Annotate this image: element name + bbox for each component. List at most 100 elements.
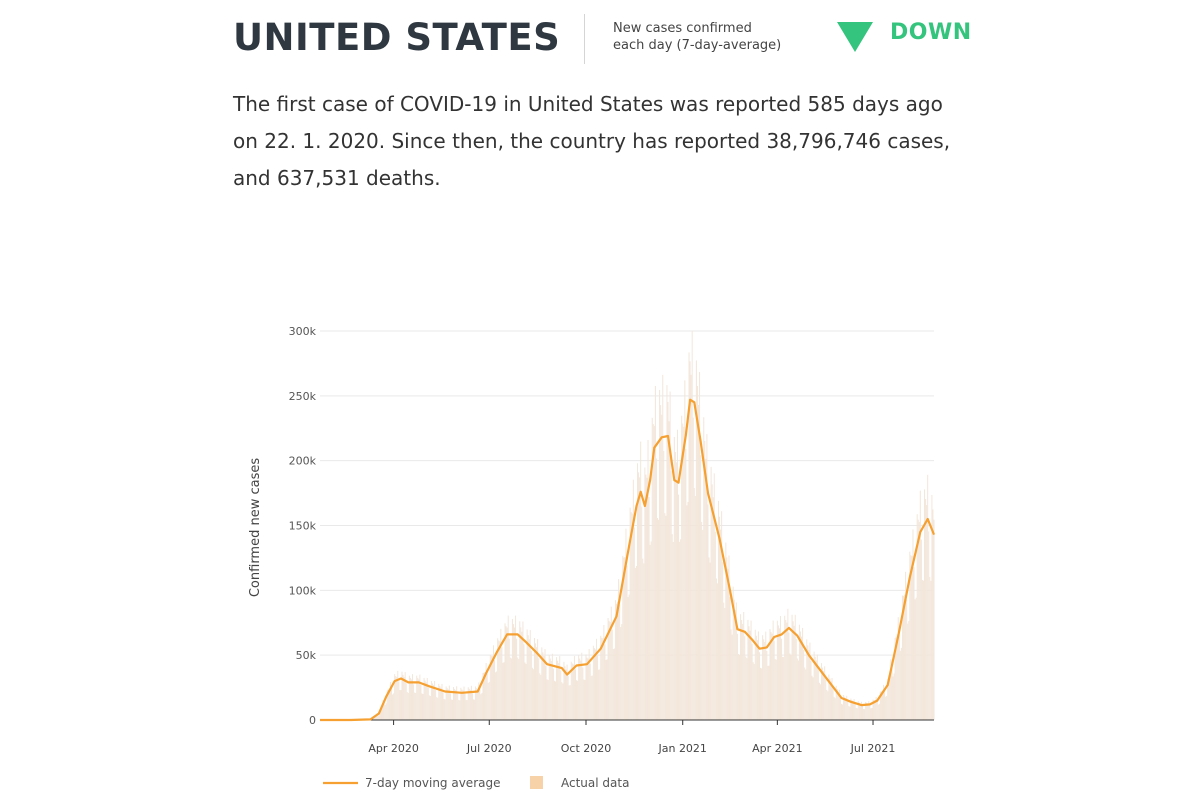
actual-data-bar — [826, 689, 828, 720]
actual-data-bar — [732, 586, 734, 720]
actual-data-bar — [731, 634, 733, 720]
actual-data-bar — [910, 555, 912, 720]
actual-data-bar — [668, 421, 670, 720]
actual-data-bar — [663, 451, 665, 720]
actual-data-bar — [385, 703, 387, 720]
actual-data-bar — [381, 705, 383, 720]
actual-data-bar — [486, 673, 488, 720]
actual-data-bar — [783, 657, 785, 720]
actual-data-bar — [772, 620, 774, 720]
actual-data-bar — [893, 673, 895, 720]
actual-data-bar — [596, 638, 598, 720]
actual-data-bar — [599, 669, 601, 720]
actual-data-bar — [539, 673, 541, 720]
actual-data-bar — [628, 594, 630, 720]
actual-data-bar — [796, 658, 798, 720]
actual-data-bar — [912, 529, 914, 720]
actual-data-bar — [528, 639, 530, 720]
actual-data-bar — [448, 685, 450, 720]
actual-data-bar — [768, 665, 770, 720]
actual-data-bar — [579, 658, 581, 720]
actual-data-bar — [791, 614, 793, 720]
actual-data-bar — [777, 625, 779, 720]
actual-data-bar — [572, 664, 574, 720]
actual-data-bar — [706, 434, 708, 720]
actual-data-bar — [577, 680, 579, 720]
actual-data-bar — [556, 657, 558, 720]
actual-data-bar — [446, 688, 448, 720]
actual-data-bar — [685, 449, 687, 720]
actual-data-bar — [652, 424, 654, 720]
actual-data-bar — [426, 677, 428, 720]
actual-data-bar — [730, 629, 732, 720]
actual-data-bar — [715, 578, 717, 720]
actual-data-bar — [832, 688, 834, 720]
actual-data-bar — [490, 656, 492, 720]
actual-data-bar — [540, 674, 542, 720]
actual-data-bar — [437, 697, 439, 720]
actual-data-bar — [538, 658, 540, 720]
actual-data-bar — [512, 624, 514, 720]
actual-data-bar — [602, 638, 604, 720]
actual-data-bar — [400, 690, 402, 720]
actual-data-bar — [580, 660, 582, 720]
actual-data-bar — [623, 557, 625, 720]
actual-data-bar — [821, 663, 822, 720]
actual-data-bar — [560, 670, 562, 720]
actual-data-bar — [771, 633, 773, 720]
actual-data-bar — [607, 618, 609, 720]
actual-data-bar — [463, 686, 465, 720]
actual-data-bar — [399, 690, 401, 720]
actual-data-bar — [617, 601, 619, 720]
actual-data-bar — [509, 657, 511, 720]
actual-data-bar — [568, 685, 570, 720]
actual-data-bar — [868, 701, 870, 720]
actual-data-bar — [634, 567, 636, 720]
actual-data-bar — [507, 615, 509, 720]
actual-data-bar — [422, 694, 424, 720]
actual-data-bar — [635, 565, 637, 720]
actual-data-bar — [818, 682, 820, 720]
actual-data-bar — [803, 650, 805, 720]
actual-data-bar — [806, 639, 808, 720]
metric-description: New cases confirmed each day (7-day-aver… — [613, 20, 781, 54]
actual-data-bar — [890, 659, 892, 720]
actual-data-bar — [523, 644, 525, 720]
actual-data-bar — [632, 479, 634, 720]
actual-data-bar — [578, 655, 580, 720]
actual-data-bar — [487, 682, 489, 720]
actual-data-bar — [530, 651, 532, 720]
actual-data-bar — [624, 557, 626, 720]
actual-data-bar — [459, 700, 461, 720]
actual-data-bar — [797, 660, 799, 720]
actual-data-bar — [471, 693, 473, 720]
actual-data-bar — [462, 690, 464, 720]
actual-data-bar — [695, 360, 697, 720]
actual-data-bar — [500, 628, 502, 720]
actual-data-bar — [842, 704, 844, 720]
actual-data-bar — [508, 638, 510, 720]
x-tick-label: Apr 2020 — [368, 742, 419, 755]
actual-data-bar — [838, 689, 840, 720]
actual-data-bar — [460, 687, 462, 720]
actual-data-bar — [690, 374, 692, 720]
actual-data-bar — [451, 699, 453, 720]
actual-data-bar — [501, 647, 503, 720]
actual-data-bar — [494, 659, 496, 720]
actual-data-bar — [708, 557, 710, 720]
actual-data-bar — [728, 555, 730, 720]
actual-data-bar — [680, 539, 682, 720]
actual-data-bar — [440, 687, 442, 720]
actual-data-bar — [569, 685, 571, 720]
y-tick-label: 300k — [289, 325, 317, 338]
y-tick-label: 250k — [289, 390, 317, 403]
actual-data-bar — [465, 699, 467, 720]
actual-data-bar — [831, 678, 833, 720]
actual-data-bar — [550, 660, 552, 720]
actual-data-bar — [380, 707, 382, 720]
actual-data-bar — [438, 683, 440, 720]
actual-data-bar — [721, 511, 723, 720]
actual-data-bar — [498, 640, 500, 720]
actual-data-bar — [766, 651, 768, 720]
actual-data-bar — [563, 661, 565, 720]
